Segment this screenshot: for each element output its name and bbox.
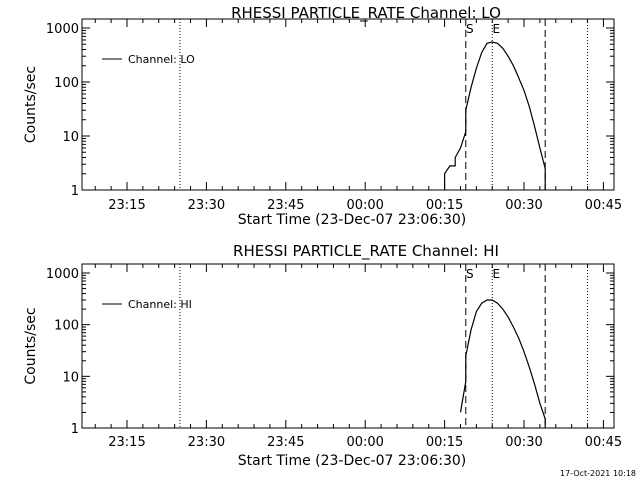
chart-title: RHESSI PARTICLE_RATE Channel: HI	[233, 242, 499, 261]
x-tick-label: 23:45	[267, 198, 304, 213]
y-tick-label: 10	[62, 130, 79, 145]
y-tick-label: 1	[71, 422, 79, 437]
y-axis-label: Counts/sec	[23, 307, 39, 384]
x-tick-label: 00:15	[426, 435, 463, 450]
marker-label-s: S	[466, 267, 474, 281]
y-tick-label: 100	[54, 319, 79, 334]
marker-label-e: E	[492, 22, 500, 36]
x-axis-label: Start Time (23-Dec-07 23:06:30)	[238, 453, 466, 469]
x-tick-label: 23:45	[267, 435, 304, 450]
chart-panel-lo: RHESSI PARTICLE_RATE Channel: LO 1 10 100 10…	[23, 4, 622, 228]
x-tick-label: 00:30	[505, 435, 542, 450]
x-axis-label: Start Time (23-Dec-07 23:06:30)	[238, 212, 466, 228]
x-tick-label: 23:15	[108, 435, 145, 450]
x-tick-label: 23:30	[188, 198, 225, 213]
marker-label-s: S	[466, 22, 474, 36]
x-tick-label: 23:30	[188, 435, 225, 450]
x-tick-label: 00:00	[346, 198, 383, 213]
footer-timestamp: 17-Oct-2021 10:18	[560, 469, 636, 478]
chart-title: RHESSI PARTICLE_RATE Channel: LO	[231, 4, 501, 23]
legend-entry: Channel: LO	[128, 53, 195, 66]
y-tick-label: 100	[54, 76, 79, 91]
legend-entry: Channel: HI	[128, 298, 192, 311]
x-tick-label: 00:45	[585, 198, 622, 213]
plot-frame	[81, 18, 615, 191]
x-tick-label: 00:45	[585, 435, 622, 450]
x-tick-label: 00:00	[346, 435, 383, 450]
x-tick-label: 00:30	[505, 198, 542, 213]
series-line	[444, 41, 546, 190]
y-tick-label: 1000	[46, 22, 79, 37]
y-tick-label: 1	[71, 184, 79, 199]
x-tick-label: 23:15	[108, 198, 145, 213]
y-axis-label: Counts/sec	[23, 66, 39, 143]
y-tick-label: 10	[62, 370, 79, 385]
chart-panel-hi: RHESSI PARTICLE_RATE Channel: HI 1 10 100 10…	[23, 242, 622, 469]
x-tick-label: 00:15	[426, 198, 463, 213]
y-tick-label: 1000	[46, 267, 79, 282]
series-line	[459, 299, 546, 428]
marker-label-e: E	[492, 267, 500, 281]
plot-frame	[81, 263, 615, 429]
